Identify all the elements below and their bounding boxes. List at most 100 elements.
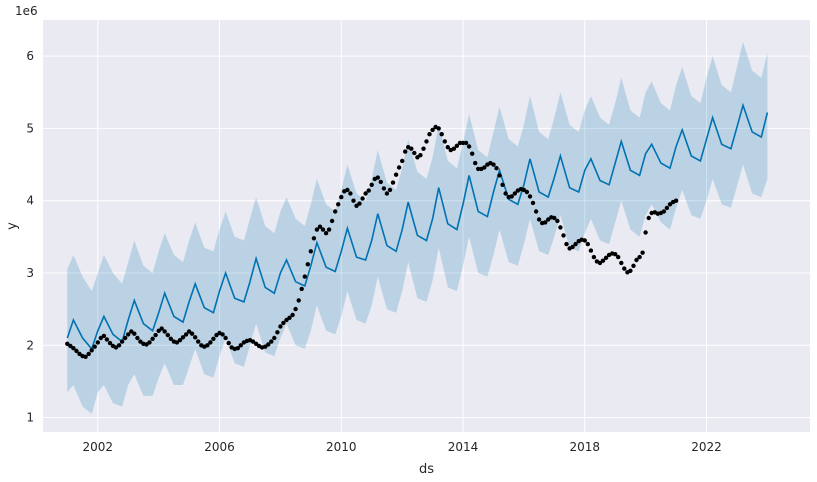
observed-point — [65, 341, 70, 346]
y-axis-ticks: 1 2 3 4 5 6 — [26, 49, 34, 424]
observed-point — [205, 343, 210, 348]
observed-point — [427, 132, 432, 137]
observed-point — [619, 260, 624, 266]
observed-point — [378, 179, 383, 185]
observed-point — [123, 335, 128, 341]
observed-point — [339, 194, 344, 200]
observed-point — [403, 149, 408, 154]
observed-point — [424, 139, 429, 144]
observed-point — [196, 339, 201, 344]
observed-point — [494, 166, 499, 171]
observed-point — [308, 249, 313, 254]
observed-point — [180, 335, 186, 340]
forecast-line — [66, 102, 769, 351]
x-tick-label: 2022 — [691, 440, 722, 454]
observed-points — [65, 124, 679, 359]
observed-point — [482, 165, 487, 170]
observed-point — [555, 218, 560, 224]
observed-point — [591, 254, 597, 260]
observed-point — [439, 132, 444, 137]
observed-point — [536, 217, 542, 222]
observed-point — [107, 340, 113, 346]
observed-point — [135, 335, 140, 341]
observed-point — [74, 348, 79, 354]
observed-point — [664, 205, 670, 211]
observed-point — [177, 338, 183, 343]
observed-point — [314, 227, 320, 232]
observed-point — [445, 145, 450, 150]
observed-point — [366, 188, 371, 193]
observed-point — [86, 351, 91, 357]
observed-point — [646, 215, 651, 221]
observed-point — [661, 209, 667, 214]
observed-point — [150, 336, 155, 341]
observed-point — [320, 227, 326, 232]
observed-point — [299, 286, 304, 292]
observed-point — [126, 332, 131, 337]
observed-point — [412, 150, 417, 156]
observed-point — [673, 198, 679, 203]
x-axis-label: ds — [419, 462, 434, 477]
observed-point — [132, 331, 137, 336]
y-tick-label: 6 — [26, 49, 34, 63]
observed-point — [421, 146, 426, 151]
observed-point — [466, 144, 472, 149]
observed-point — [491, 162, 496, 167]
observed-point — [454, 143, 460, 148]
observed-point — [348, 191, 353, 196]
observed-point — [311, 236, 317, 241]
observed-point — [509, 194, 514, 199]
observed-point — [116, 343, 122, 348]
uncertainty-band — [67, 41, 768, 414]
observed-point — [473, 160, 478, 166]
observed-point — [272, 335, 277, 341]
observed-point — [637, 254, 642, 260]
observed-point — [168, 336, 173, 341]
observed-point — [363, 191, 368, 196]
observed-point — [193, 335, 198, 340]
observed-point — [223, 335, 228, 341]
observed-point — [329, 218, 335, 224]
observed-point — [585, 241, 590, 247]
observed-point — [643, 230, 648, 235]
observed-point — [622, 266, 627, 271]
observed-point — [333, 209, 338, 214]
observed-point — [235, 346, 240, 351]
observed-point — [500, 182, 505, 187]
observed-point — [174, 340, 180, 345]
observed-point — [119, 339, 125, 344]
observed-point — [561, 233, 566, 238]
observed-point — [533, 209, 539, 214]
observed-point — [442, 139, 447, 144]
observed-point — [640, 250, 645, 255]
observed-point — [101, 333, 107, 339]
observed-point — [573, 241, 578, 247]
observed-point — [463, 140, 469, 146]
observed-point — [430, 127, 435, 133]
observed-point — [381, 186, 387, 191]
observed-point — [189, 331, 195, 336]
observed-point — [113, 345, 119, 350]
observed-point — [208, 340, 213, 345]
x-tick-label: 2006 — [204, 440, 235, 454]
x-axis-ticks: 2002 2006 2010 2014 2018 2022 — [83, 440, 722, 454]
observed-point — [275, 330, 280, 335]
observed-point — [250, 339, 256, 344]
observed-point — [281, 320, 286, 326]
observed-point — [89, 348, 94, 353]
observed-point — [634, 257, 639, 263]
y-axis-offset-label: 1e6 — [15, 4, 38, 18]
observed-point — [460, 140, 466, 146]
observed-point — [77, 351, 82, 357]
observed-point — [409, 146, 414, 151]
observed-point — [98, 335, 104, 341]
observed-point — [71, 346, 76, 351]
observed-point — [527, 194, 533, 199]
x-tick-label: 2014 — [448, 440, 479, 454]
observed-point — [476, 166, 481, 172]
x-tick-label: 2002 — [83, 440, 114, 454]
observed-point — [564, 241, 569, 247]
observed-point — [302, 274, 307, 279]
observed-point — [95, 340, 101, 345]
observed-point — [390, 180, 396, 185]
